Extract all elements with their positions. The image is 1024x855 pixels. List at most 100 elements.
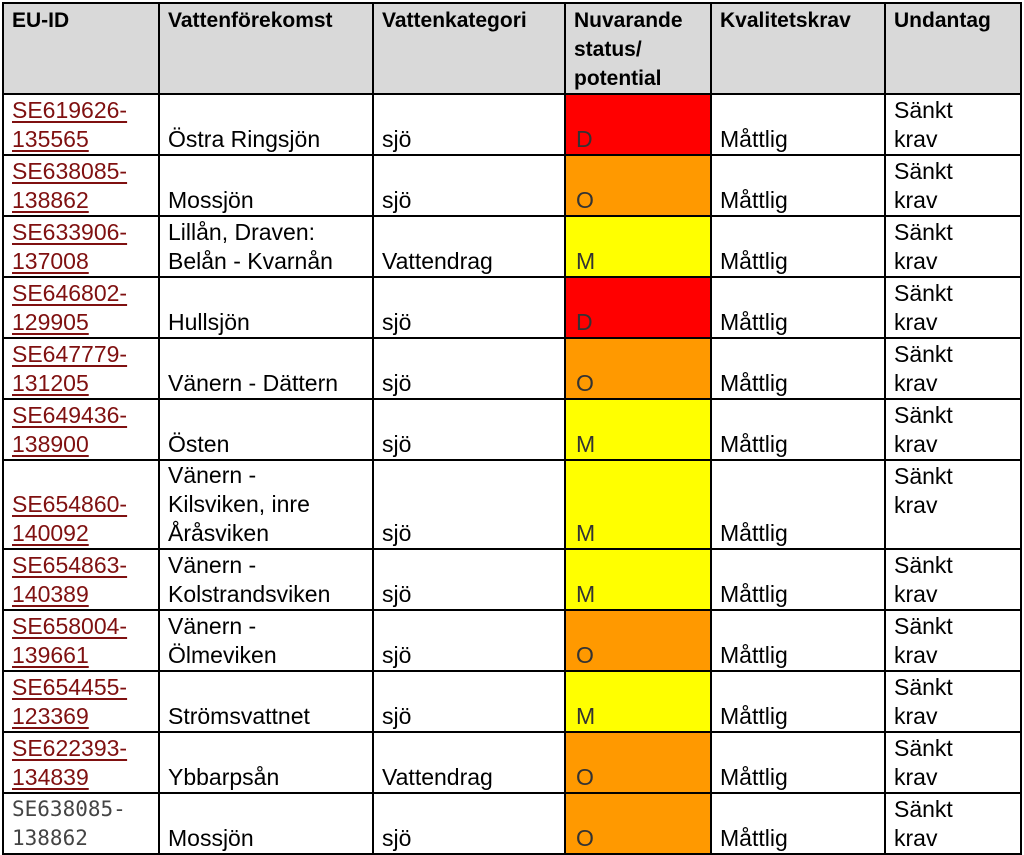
header-water-body: Vattenförekomst	[158, 2, 374, 95]
water-body-cell: Vänern - Ölmeviken	[158, 609, 374, 672]
table-row: SE649436- 138900 Östen sjö M Måttlig Sänkt kr…	[2, 398, 1022, 461]
water-body-cell: Hullsjön	[158, 276, 374, 339]
water-category-cell: Vattendrag	[372, 731, 566, 794]
eu-id-cell: SE638085- 138862	[2, 792, 160, 855]
status-cell: O	[564, 792, 712, 855]
eu-id-cell: SE654455- 123369	[2, 670, 160, 733]
eu-id-link[interactable]: SE633906- 137008	[12, 219, 128, 274]
water-category-cell: sjö	[372, 398, 566, 461]
eu-id-cell: SE619626- 135565	[2, 93, 160, 156]
status-cell: O	[564, 731, 712, 794]
eu-id-cell: SE649436- 138900	[2, 398, 160, 461]
water-body-cell: Strömsvattnet	[158, 670, 374, 733]
quality-requirement-cell: Måttlig	[710, 398, 886, 461]
water-body-cell: Vänern - Kolstrandsviken	[158, 548, 374, 611]
eu-id-link[interactable]: SE654455- 123369	[12, 674, 128, 729]
table-row: SE658004- 139661 Vänern - Ölmeviken sjö O Må…	[2, 609, 1022, 672]
header-current-status: Nuvarande status/ potential	[564, 2, 712, 95]
quality-requirement-cell: Måttlig	[710, 276, 886, 339]
water-body-cell: Mossjön	[158, 154, 374, 217]
exception-cell: Sänkt krav	[884, 215, 1022, 278]
exception-cell: Sänkt krav	[884, 154, 1022, 217]
table-row: SE633906- 137008 Lillån, Draven: Belån - …	[2, 215, 1022, 278]
eu-id-link[interactable]: SE654860- 140092	[12, 491, 128, 546]
quality-requirement-cell: Måttlig	[710, 337, 886, 400]
eu-id-cell: SE654863- 140389	[2, 548, 160, 611]
status-cell: O	[564, 154, 712, 217]
water-category-cell: sjö	[372, 276, 566, 339]
water-category-cell: Vattendrag	[372, 215, 566, 278]
eu-id-link[interactable]: SE654863- 140389	[12, 552, 128, 607]
eu-id-link[interactable]: SE646802- 129905	[12, 280, 128, 335]
exception-cell: Sänkt krav	[884, 670, 1022, 733]
eu-id-link[interactable]: SE622393- 134839	[12, 735, 128, 790]
table-row: SE646802- 129905 Hullsjön sjö D Måttlig Sänkt…	[2, 276, 1022, 339]
exception-cell: Sänkt krav	[884, 398, 1022, 461]
table-row: SE654455- 123369 Strömsvattnet sjö M Måttlig…	[2, 670, 1022, 733]
quality-requirement-cell: Måttlig	[710, 548, 886, 611]
header-exception: Undantag	[884, 2, 1022, 95]
quality-requirement-cell: Måttlig	[710, 670, 886, 733]
eu-id-link[interactable]: SE619626- 135565	[12, 97, 128, 152]
eu-id-cell: SE654860- 140092	[2, 459, 160, 550]
water-body-cell: Ybbarpsån	[158, 731, 374, 794]
water-category-cell: sjö	[372, 609, 566, 672]
status-cell: M	[564, 398, 712, 461]
table-row: SE647779- 131205 Vänern - Dättern sjö O Mått…	[2, 337, 1022, 400]
table-row: SE654860- 140092 Vänern - Kilsviken, inre…	[2, 459, 1022, 550]
quality-requirement-cell: Måttlig	[710, 609, 886, 672]
table-row: SE654863- 140389 Vänern - Kolstrandsviken…	[2, 548, 1022, 611]
header-quality-requirement: Kvalitetskrav	[710, 2, 886, 95]
eu-id-text: SE638085- 138862	[12, 797, 126, 850]
exception-cell: Sänkt krav	[884, 337, 1022, 400]
exception-cell: Sänkt krav	[884, 459, 1022, 550]
water-category-cell: sjö	[372, 670, 566, 733]
status-cell: D	[564, 93, 712, 156]
eu-id-cell: SE647779- 131205	[2, 337, 160, 400]
water-category-cell: sjö	[372, 337, 566, 400]
header-water-category: Vattenkategori	[372, 2, 566, 95]
status-cell: D	[564, 276, 712, 339]
status-cell: O	[564, 609, 712, 672]
status-cell: M	[564, 459, 712, 550]
exception-cell: Sänkt krav	[884, 93, 1022, 156]
water-category-cell: sjö	[372, 548, 566, 611]
water-body-cell: Vänern - Dättern	[158, 337, 374, 400]
quality-requirement-cell: Måttlig	[710, 459, 886, 550]
water-body-cell: Östen	[158, 398, 374, 461]
quality-requirement-cell: Måttlig	[710, 93, 886, 156]
table-row: SE638085- 138862 Mossjön sjö O Måttlig Sänkt …	[2, 792, 1022, 855]
eu-id-link[interactable]: SE638085- 138862	[12, 158, 128, 213]
water-body-cell: Östra Ringsjön	[158, 93, 374, 156]
exception-cell: Sänkt krav	[884, 276, 1022, 339]
eu-id-cell: SE658004- 139661	[2, 609, 160, 672]
exception-cell: Sänkt krav	[884, 792, 1022, 855]
eu-id-link[interactable]: SE658004- 139661	[12, 613, 128, 668]
water-category-cell: sjö	[372, 154, 566, 217]
quality-requirement-cell: Måttlig	[710, 154, 886, 217]
water-category-cell: sjö	[372, 93, 566, 156]
exception-cell: Sänkt krav	[884, 609, 1022, 672]
eu-id-link[interactable]: SE649436- 138900	[12, 402, 128, 457]
header-row: EU-ID Vattenförekomst Vattenkategori Nuv…	[2, 2, 1022, 95]
eu-id-link[interactable]: SE647779- 131205	[12, 341, 128, 396]
exception-cell: Sänkt krav	[884, 731, 1022, 794]
table-row: SE622393- 134839 Ybbarpsån Vattendrag O Mått…	[2, 731, 1022, 794]
water-category-cell: sjö	[372, 792, 566, 855]
status-cell: O	[564, 337, 712, 400]
water-category-cell: sjö	[372, 459, 566, 550]
eu-id-cell: SE622393- 134839	[2, 731, 160, 794]
eu-id-cell: SE638085- 138862	[2, 154, 160, 217]
status-cell: M	[564, 670, 712, 733]
quality-requirement-cell: Måttlig	[710, 215, 886, 278]
table-row: SE619626- 135565 Östra Ringsjön sjö D Måttli…	[2, 93, 1022, 156]
status-cell: M	[564, 215, 712, 278]
status-cell: M	[564, 548, 712, 611]
water-body-cell: Lillån, Draven: Belån - Kvarnån	[158, 215, 374, 278]
water-body-cell: Mossjön	[158, 792, 374, 855]
eu-id-cell: SE633906- 137008	[2, 215, 160, 278]
table-row: SE638085- 138862 Mossjön sjö O Måttlig Sänkt …	[2, 154, 1022, 217]
quality-requirement-cell: Måttlig	[710, 731, 886, 794]
header-eu-id: EU-ID	[2, 2, 160, 95]
